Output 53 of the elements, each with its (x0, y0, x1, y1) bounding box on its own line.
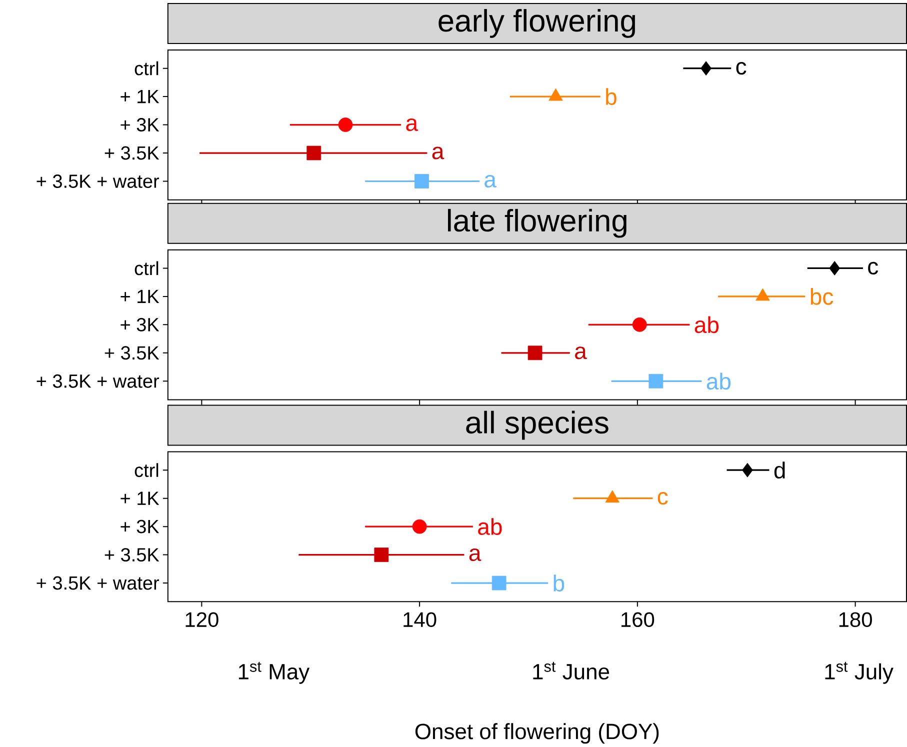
chart-title: early flowering (438, 9, 636, 38)
x2-tick-label: 1$^{st}$ July (825, 662, 894, 684)
point (306, 146, 322, 160)
chart-title: all species (466, 410, 608, 440)
y-tick-label: ctrl (134, 261, 158, 276)
y-tick-label: + 1K (120, 90, 160, 104)
x2-tick-label: 1$^{st}$ June (533, 662, 610, 680)
annotation: c (658, 492, 668, 505)
y-tick-label: + 3.5K (104, 146, 160, 160)
x-tick-label: 120 (186, 612, 218, 628)
annotation: c (868, 262, 878, 275)
y-tick-label: + 3.5K (104, 346, 160, 360)
y-tick-label: + 3K (120, 520, 160, 534)
point (528, 346, 542, 360)
y-tick-label: + 1K (120, 290, 160, 303)
annotation: d (774, 462, 785, 479)
annotation: a (406, 118, 418, 132)
x-tick-label: 140 (404, 612, 436, 628)
annotation: a (469, 548, 482, 562)
y-tick-label: + 1K (120, 492, 160, 505)
annotation: ab (478, 518, 502, 536)
y-tick-label: + 3.5K + water (36, 374, 160, 388)
annotation: b (554, 574, 564, 592)
point (374, 548, 389, 562)
chart-title: late flowering (448, 208, 626, 238)
y-tick-label: + 3.5K (104, 548, 160, 562)
point (829, 261, 840, 276)
annotation: ab (706, 372, 730, 390)
point (632, 317, 647, 332)
point (742, 462, 753, 478)
y-tick-label: + 3K (120, 318, 160, 332)
point (700, 61, 712, 76)
point (414, 174, 429, 188)
y-tick-label: + 3.5K + water (36, 576, 160, 590)
x-axis-title: Onset of flowering (DOY) (415, 723, 659, 744)
y-tick-label: ctrl (134, 463, 158, 478)
x-tick-label: 180 (839, 612, 872, 628)
y-tick-label: ctrl (134, 61, 158, 76)
point (338, 118, 353, 132)
x2-tick-label: 1$^{st}$ May (238, 662, 310, 684)
annotation: c (736, 62, 746, 75)
point (492, 576, 506, 590)
annotation: a (432, 146, 444, 160)
x-tick-label: 160 (622, 612, 654, 628)
annotation: ab (694, 316, 719, 334)
annotation: b (606, 88, 616, 105)
y-tick-label: + 3.5K + water (36, 174, 160, 188)
point (648, 374, 664, 388)
annotation: a (575, 346, 587, 360)
annotation: bc (810, 288, 834, 305)
point (412, 519, 427, 534)
annotation: a (484, 174, 496, 188)
y-tick-label: + 3K (120, 118, 160, 132)
